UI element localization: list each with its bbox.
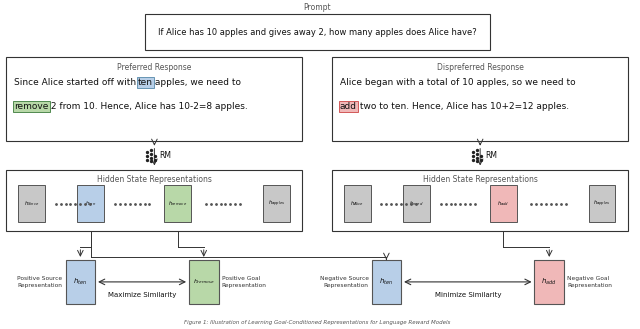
Bar (344, 185, 371, 222)
Bar (18, 185, 45, 222)
Text: $h_{ten}$: $h_{ten}$ (85, 199, 96, 208)
Text: $h_{add}$: $h_{add}$ (497, 199, 509, 208)
Text: $h_{add}$: $h_{add}$ (541, 277, 557, 287)
Text: Negative Goal
Representation: Negative Goal Representation (567, 276, 612, 288)
Bar (490, 185, 516, 222)
Text: $h_{remove}$: $h_{remove}$ (168, 199, 188, 208)
Bar (534, 260, 564, 304)
Text: Maximize Similarity: Maximize Similarity (108, 292, 176, 298)
Text: Preferred Response: Preferred Response (117, 63, 191, 72)
Text: $h_{Alice}$: $h_{Alice}$ (350, 199, 364, 208)
Text: Dispreferred Response: Dispreferred Response (436, 63, 524, 72)
Text: Alice began with a total of 10 apples, so we need to: Alice began with a total of 10 apples, s… (340, 78, 575, 88)
Bar (145, 14, 490, 50)
Bar (263, 185, 290, 222)
Text: If Alice has 10 apples and gives away 2, how many apples does Alice have?: If Alice has 10 apples and gives away 2,… (158, 28, 477, 37)
Text: Positive Source
Representation: Positive Source Representation (17, 276, 63, 288)
Bar (164, 185, 191, 222)
Bar (6, 57, 303, 141)
Text: remove: remove (14, 102, 49, 111)
Text: Hidden State Representations: Hidden State Representations (422, 175, 538, 184)
Text: Since Alice started off with: Since Alice started off with (14, 78, 140, 88)
Text: $h_{need}$: $h_{need}$ (409, 199, 424, 208)
Text: RM: RM (159, 151, 172, 160)
Text: ten: ten (138, 78, 152, 88)
Bar (77, 185, 104, 222)
Text: RM: RM (485, 151, 497, 160)
Text: Negative Source
Representation: Negative Source Representation (319, 276, 369, 288)
Text: Hidden State Representations: Hidden State Representations (97, 175, 212, 184)
Bar (65, 260, 95, 304)
Text: 2 from 10. Hence, Alice has 10-2=8 apples.: 2 from 10. Hence, Alice has 10-2=8 apple… (48, 102, 248, 111)
Text: Positive Goal
Representation: Positive Goal Representation (221, 276, 266, 288)
Bar (332, 170, 628, 231)
Bar (372, 260, 401, 304)
Text: $h_{apples}$: $h_{apples}$ (268, 199, 285, 209)
Bar (403, 185, 430, 222)
Text: Minimize Similarity: Minimize Similarity (435, 292, 501, 298)
Text: $h_{Since}$: $h_{Since}$ (24, 199, 39, 208)
Text: $h_{ten}$: $h_{ten}$ (380, 277, 394, 287)
Text: Figure 1: Illustration of Learning Goal-Conditioned Representations for Language: Figure 1: Illustration of Learning Goal-… (184, 320, 451, 325)
Bar (332, 57, 628, 141)
Bar (189, 260, 219, 304)
Text: apples, we need to: apples, we need to (152, 78, 241, 88)
Text: Prompt: Prompt (303, 3, 331, 12)
Bar (6, 170, 303, 231)
Text: add: add (340, 102, 357, 111)
Text: $h_{remove}$: $h_{remove}$ (193, 277, 215, 286)
Text: two to ten. Hence, Alice has 10+2=12 apples.: two to ten. Hence, Alice has 10+2=12 app… (356, 102, 569, 111)
Text: $h_{ten}$: $h_{ten}$ (74, 277, 88, 287)
Text: $h_{apples}$: $h_{apples}$ (593, 199, 611, 209)
Bar (589, 185, 616, 222)
